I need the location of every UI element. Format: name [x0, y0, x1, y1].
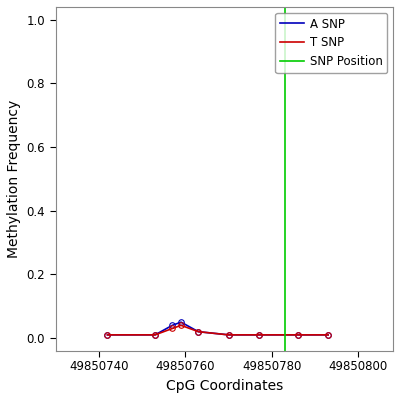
A SNP	[105, 332, 110, 337]
X-axis label: CpG Coordinates: CpG Coordinates	[166, 379, 283, 393]
A SNP	[179, 320, 184, 324]
T SNP	[179, 323, 184, 328]
A SNP	[226, 332, 231, 337]
Line: A SNP: A SNP	[105, 319, 331, 338]
A SNP	[326, 332, 330, 337]
A SNP	[296, 332, 300, 337]
A SNP	[153, 332, 158, 337]
T SNP	[326, 332, 330, 337]
T SNP	[196, 329, 201, 334]
A SNP	[196, 329, 201, 334]
Y-axis label: Methylation Frequency: Methylation Frequency	[7, 100, 21, 258]
T SNP	[256, 332, 261, 337]
T SNP	[226, 332, 231, 337]
Legend: A SNP, T SNP, SNP Position: A SNP, T SNP, SNP Position	[275, 13, 387, 73]
T SNP	[153, 332, 158, 337]
T SNP	[105, 332, 110, 337]
T SNP	[296, 332, 300, 337]
T SNP	[170, 326, 175, 331]
A SNP	[256, 332, 261, 337]
A SNP	[170, 323, 175, 328]
Line: T SNP: T SNP	[105, 322, 331, 338]
